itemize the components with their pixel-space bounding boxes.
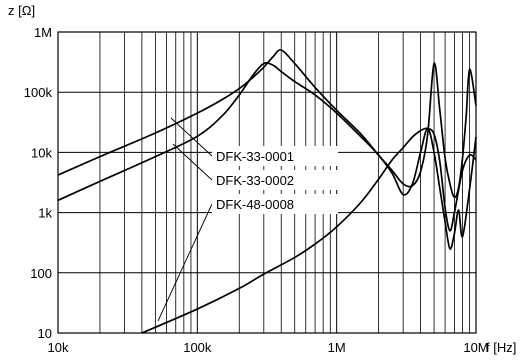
legend: DFK-33-0001 DFK-33-0002 DFK-48-0008 xyxy=(157,117,338,322)
x-tick-label: 10M xyxy=(463,340,488,355)
x-tick-label: 10k xyxy=(48,340,69,355)
legend-leader-line xyxy=(172,143,213,181)
y-tick-label: 10k xyxy=(31,145,52,160)
y-tick-label: 1k xyxy=(38,206,52,221)
y-tick-label: 1M xyxy=(34,25,52,40)
x-axis-label: f [Hz] xyxy=(486,340,516,355)
plot-frame xyxy=(57,31,477,334)
legend-entry: DFK-33-0001 xyxy=(216,149,294,164)
legend-label-box xyxy=(212,170,338,190)
y-tick-label: 100k xyxy=(24,85,53,100)
y-axis-label: z [Ω] xyxy=(8,3,35,18)
legend-leader-line xyxy=(170,117,213,157)
legend-leader-line xyxy=(157,203,213,322)
y-tick-label: 10 xyxy=(38,326,52,341)
series-line-3 xyxy=(141,127,477,334)
legend-entry: DFK-48-0008 xyxy=(216,197,294,212)
x-tick-label: 100k xyxy=(183,340,212,355)
tick-labels: 10k 100k 1M 10M 10 100 1k 10k 100k 1M xyxy=(24,25,489,355)
legend-label-box xyxy=(212,146,338,166)
x-tick-label: 1M xyxy=(328,340,346,355)
legend-label-box xyxy=(212,194,338,214)
y-tick-label: 100 xyxy=(30,266,52,281)
legend-entry: DFK-33-0002 xyxy=(216,173,294,188)
series-lines xyxy=(57,49,477,334)
series-line-2 xyxy=(57,62,477,250)
